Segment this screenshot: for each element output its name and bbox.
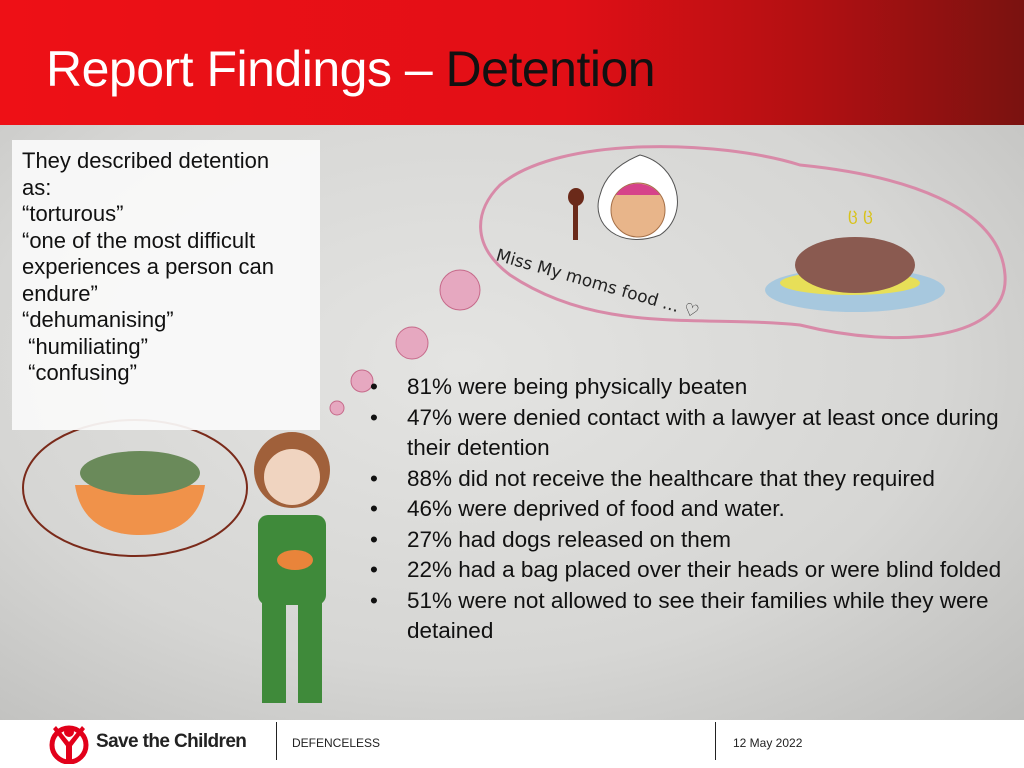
quote-line: as: (22, 174, 52, 200)
finding-item: 27% had dogs released on them (368, 525, 1018, 556)
quote-line: endure” (22, 280, 98, 306)
quote-line: “torturous” (22, 201, 124, 226)
slide-footer (0, 720, 1024, 768)
finding-item: 81% were being physically beaten (368, 372, 1018, 403)
quote-line: “one of the most difficult (22, 227, 256, 253)
slide-title: Report Findings – Detention (46, 40, 656, 98)
finding-item: 88% did not receive the healthcare that … (368, 464, 1018, 495)
bowl-icon (75, 485, 205, 535)
save-the-children-logo-icon (49, 725, 89, 764)
thought-bubble (479, 145, 1007, 340)
finding-item: 22% had a bag placed over their heads or… (368, 555, 1018, 586)
finding-item: 46% were deprived of food and water. (368, 494, 1018, 525)
quote-line: “dehumanising” (22, 307, 174, 332)
roast-chicken-icon (795, 237, 915, 293)
quote-line: “humiliating” (22, 333, 148, 359)
footer-divider (276, 722, 277, 760)
footer-divider (715, 722, 716, 760)
footer-project: DEFENCELESS (292, 736, 381, 750)
quote-line: experiences a person can (22, 254, 274, 279)
title-part-light: Report Findings – (46, 41, 446, 97)
svg-text:ც ც: ც ც (848, 205, 873, 225)
quote-line: They described detention (22, 148, 270, 173)
title-part-dark: Detention (445, 41, 656, 97)
spoon-icon (568, 188, 584, 206)
findings-list: 81% were being physically beaten 47% wer… (368, 372, 1018, 647)
brand-name: Save the Children (96, 731, 247, 752)
slide-header: Report Findings – Detention (0, 0, 1024, 125)
footer-date: 12 May 2022 (733, 736, 803, 750)
finding-item: 47% were denied contact with a lawyer at… (368, 403, 1018, 464)
quote-box: They described detention as: “torturous”… (12, 140, 320, 430)
finding-item: 51% were not allowed to see their famili… (368, 586, 1018, 647)
quote-line: “confusing” (22, 360, 137, 385)
